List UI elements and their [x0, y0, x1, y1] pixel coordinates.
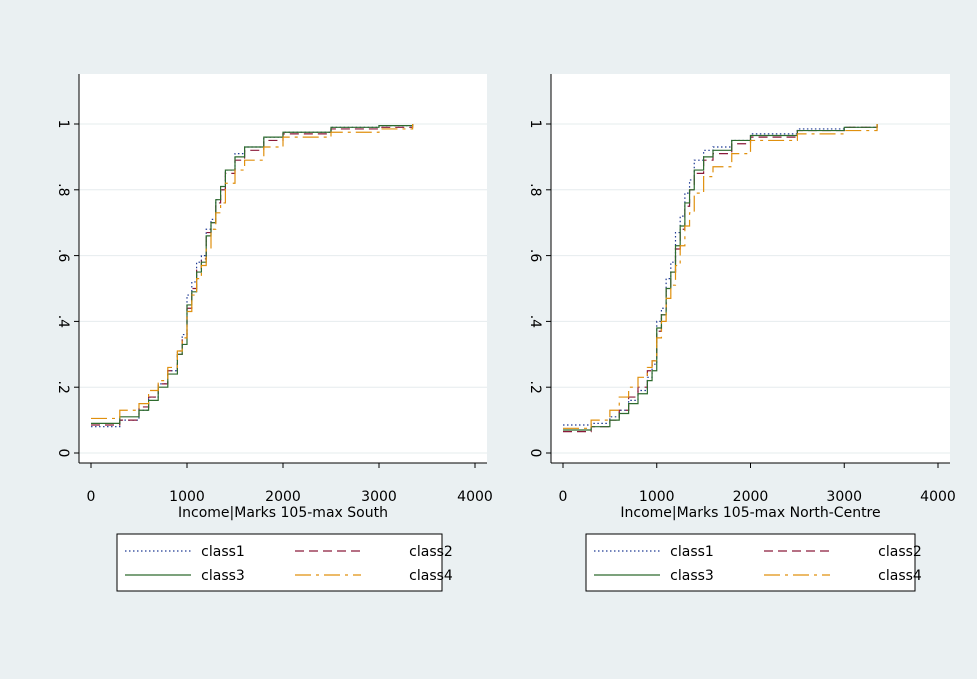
- axes-south: 0 .2 .4 .6 .8 1 0 1000 2000 3000 4000: [55, 74, 493, 505]
- x-tick-label: 2000: [733, 489, 769, 505]
- x-tick-label: 4000: [457, 489, 493, 505]
- legend-label-class1: class1: [670, 544, 714, 560]
- series-lines-north-centre: [563, 124, 878, 433]
- legend-label-class3: class3: [670, 568, 714, 584]
- y-tick-label: .8: [527, 183, 543, 196]
- x-axis-label-south: Income|Marks 105-max South: [178, 505, 388, 521]
- legend-label-class2: class2: [878, 544, 922, 560]
- legend-label-class1: class1: [201, 544, 245, 560]
- legend-label-class3: class3: [201, 568, 245, 584]
- y-tick-label: .2: [55, 381, 71, 394]
- gridlines-south: [79, 123, 487, 454]
- chart-south: 0 .2 .4 .6 .8 1 0 1000 2000 3000 4000 Income|Marks…: [55, 74, 493, 592]
- legend-label-class4: class4: [409, 568, 453, 584]
- y-tick-label: .8: [55, 183, 71, 196]
- legend-box: [585, 533, 916, 592]
- series-line-class4: [91, 124, 414, 420]
- y-tick-label: 0: [527, 449, 543, 458]
- x-tick-label: 1000: [169, 489, 205, 505]
- axes-north-centre: 0 .2 .4 .6 .8 1 0 1000 2000 3000 4000: [527, 74, 956, 505]
- plot-area-north-centre: [551, 74, 950, 463]
- y-tick-label: 1: [527, 120, 543, 129]
- x-tick-label: 3000: [826, 489, 862, 505]
- x-tick-label: 2000: [265, 489, 301, 505]
- x-tick-label: 1000: [639, 489, 675, 505]
- legend-south: class1 class2 class3 class4: [116, 533, 453, 592]
- legend-label-class4: class4: [878, 568, 922, 584]
- series-line-class4: [563, 124, 878, 429]
- legend-box: [116, 533, 443, 592]
- x-tick-label: 4000: [920, 489, 956, 505]
- chart-north-centre: 0 .2 .4 .6 .8 1 0 1000 2000 3000 4000 Income|Marks…: [527, 74, 956, 592]
- y-tick-label: .6: [527, 249, 543, 262]
- y-tick-label: .4: [527, 315, 543, 328]
- legend-north-centre: class1 class2 class3 class4: [585, 533, 922, 592]
- gridlines-north-centre: [551, 123, 950, 454]
- y-tick-label: .4: [55, 315, 71, 328]
- y-tick-label: .6: [55, 249, 71, 262]
- x-tick-label: 0: [87, 489, 96, 505]
- y-tick-label: .2: [527, 381, 543, 394]
- x-tick-label: 0: [559, 489, 568, 505]
- legend-label-class2: class2: [409, 544, 453, 560]
- x-tick-label: 3000: [361, 489, 397, 505]
- y-tick-label: 1: [55, 120, 71, 129]
- x-axis-label-north-centre: Income|Marks 105-max North-Centre: [620, 505, 880, 521]
- series-lines-south: [91, 124, 414, 428]
- y-tick-label: 0: [55, 449, 71, 458]
